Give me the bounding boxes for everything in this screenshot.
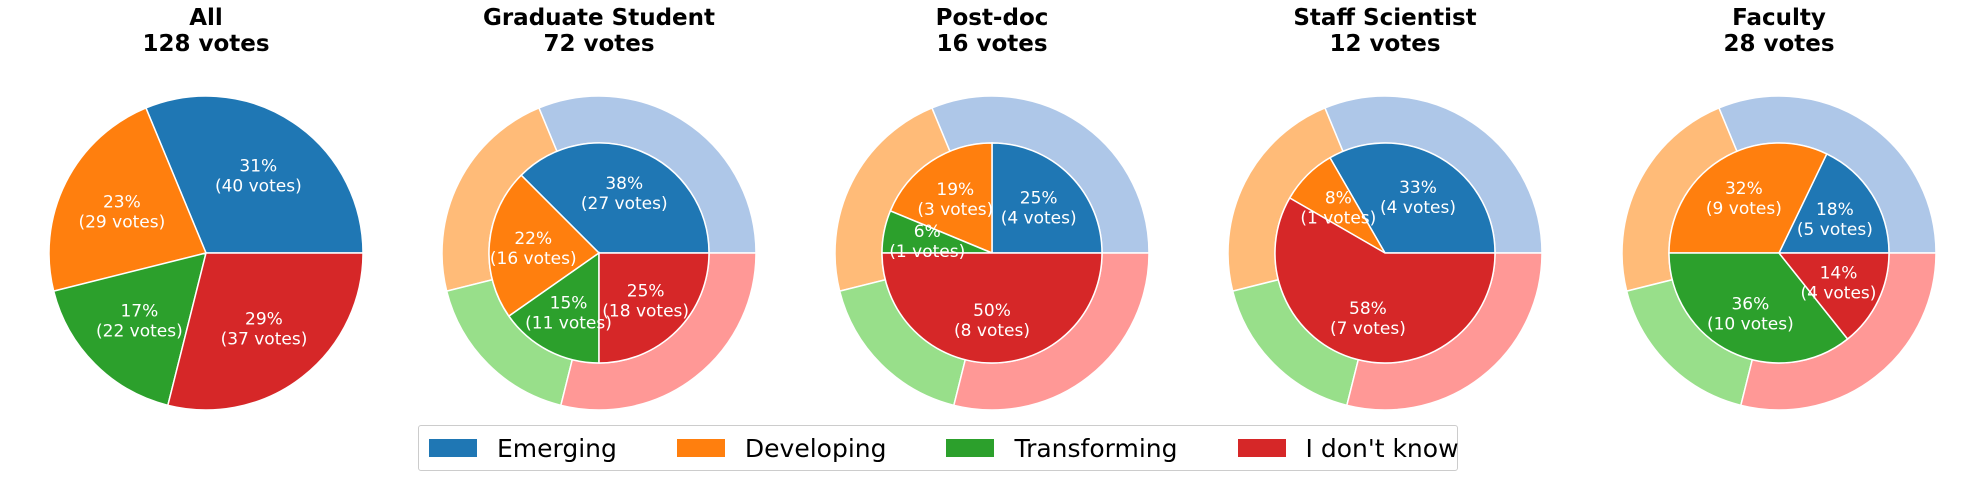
slice-label-developing: 32% (9 votes) bbox=[1706, 179, 1782, 219]
slice-label-transforming: 15% (11 votes) bbox=[525, 294, 612, 334]
legend-item-emerging: Emerging bbox=[429, 434, 617, 463]
legend-swatch-transforming bbox=[946, 439, 995, 457]
slice-label-developing: 23% (29 votes) bbox=[78, 193, 165, 233]
pie-slice-emerging bbox=[144, 95, 364, 254]
legend-label-idk: I don't know bbox=[1305, 433, 1459, 463]
slice-label-developing: 8% (1 votes) bbox=[1300, 188, 1376, 228]
chart-subtitle: 72 votes bbox=[543, 31, 654, 57]
slice-label-transforming: 36% (10 votes) bbox=[1707, 294, 1794, 334]
slice-label-emerging: 31% (40 votes) bbox=[215, 157, 302, 197]
legend-label-transforming: Transforming bbox=[1014, 433, 1178, 463]
pie-slice-emerging bbox=[1777, 152, 1890, 254]
slice-label-emerging: 33% (4 votes) bbox=[1380, 178, 1456, 218]
slice-label-transforming: 17% (22 votes) bbox=[96, 302, 183, 342]
slice-label-idk: 14% (4 votes) bbox=[1800, 264, 1876, 304]
chart-subtitle: 28 votes bbox=[1723, 31, 1834, 57]
chart-title: Faculty bbox=[1732, 5, 1826, 31]
slice-label-idk: 29% (37 votes) bbox=[221, 309, 308, 349]
pie-slice-idk bbox=[166, 252, 364, 411]
legend-label-developing: Developing bbox=[744, 433, 887, 463]
legend-swatch-emerging bbox=[429, 439, 477, 457]
pie-slice-transforming bbox=[1668, 252, 1849, 364]
pie-slice-idk bbox=[598, 252, 710, 364]
pie-slice-developing bbox=[488, 174, 601, 318]
pie-slice-transforming bbox=[52, 251, 208, 407]
pie-slice-idk bbox=[881, 252, 1103, 364]
slice-label-emerging: 18% (5 votes) bbox=[1797, 200, 1873, 240]
chart-subtitle: 128 votes bbox=[142, 31, 269, 57]
pie-slice-developing bbox=[889, 142, 993, 255]
pie-slice-emerging bbox=[991, 142, 1103, 254]
chart-legend: Emerging Developing Transforming I don't… bbox=[418, 425, 1459, 471]
slice-label-emerging: 25% (4 votes) bbox=[1001, 188, 1077, 228]
slice-label-developing: 19% (3 votes) bbox=[917, 180, 993, 220]
legend-label-emerging: Emerging bbox=[497, 433, 617, 463]
legend-swatch-developing bbox=[676, 439, 725, 457]
chart-title: Graduate Student bbox=[483, 5, 715, 31]
legend-swatch-idk bbox=[1237, 439, 1286, 457]
slice-label-transforming: 6% (1 votes) bbox=[889, 222, 965, 262]
pie-slice-transforming bbox=[507, 251, 600, 364]
slice-label-idk: 50% (8 votes) bbox=[954, 301, 1030, 341]
legend-item-developing: Developing bbox=[676, 433, 887, 463]
slice-label-emerging: 38% (27 votes) bbox=[581, 174, 668, 214]
pie-slice-idk bbox=[1274, 196, 1496, 364]
chart-title: Staff Scientist bbox=[1293, 5, 1476, 31]
chart-subtitle: 12 votes bbox=[1329, 31, 1440, 57]
chart-title: Post-doc bbox=[936, 5, 1049, 31]
chart-subtitle: 16 votes bbox=[936, 31, 1047, 57]
legend-item-idk: I don't know bbox=[1237, 433, 1459, 463]
pie-slice-developing bbox=[48, 106, 208, 293]
chart-title: All bbox=[189, 5, 223, 31]
slice-label-idk: 58% (7 votes) bbox=[1330, 299, 1406, 339]
slice-label-idk: 25% (18 votes) bbox=[602, 282, 689, 322]
pie-slice-developing bbox=[1668, 142, 1828, 254]
pie-slice-idk bbox=[1777, 252, 1890, 341]
slice-label-developing: 22% (16 votes) bbox=[490, 229, 577, 269]
legend-item-transforming: Transforming bbox=[946, 433, 1178, 463]
pie-slice-emerging bbox=[1328, 142, 1496, 254]
pie-slice-emerging bbox=[520, 142, 710, 254]
